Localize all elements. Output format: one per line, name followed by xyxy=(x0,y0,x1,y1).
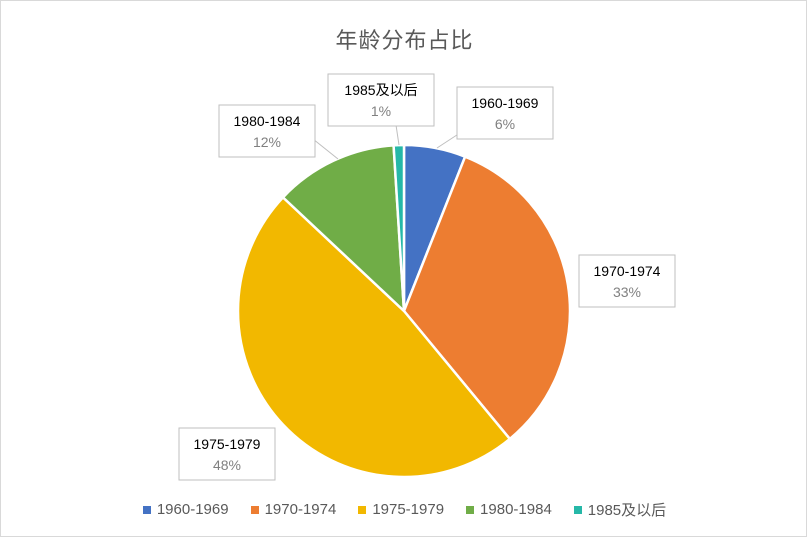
callout-1: 1960-1969 6% xyxy=(436,86,554,149)
data-callouts: 1960-1969 6% 1970-1974 33% 1975-1979 48% 1980-… xyxy=(178,73,676,481)
pie-slice-2 xyxy=(402,155,572,441)
callout-3: 1975-1979 48% xyxy=(178,427,276,481)
callout-percent-label: 1% xyxy=(371,103,391,119)
callout-percent-label: 12% xyxy=(253,134,281,150)
pie-slice-4 xyxy=(281,144,406,313)
legend-item: 1985及以后 xyxy=(573,499,667,520)
legend-item: 1970-1974 xyxy=(250,499,337,520)
legend-swatch xyxy=(358,505,367,514)
callout-box xyxy=(456,86,554,140)
callout-category-label: 1960-1969 xyxy=(472,95,539,111)
callout-percent-label: 6% xyxy=(495,116,515,132)
callout-category-label: 1970-1974 xyxy=(594,263,661,279)
leader-line xyxy=(395,124,400,146)
callout-percent-label: 33% xyxy=(613,284,641,300)
pie-slices xyxy=(236,143,572,479)
legend-swatch xyxy=(573,505,582,514)
legend-label: 1970-1974 xyxy=(264,501,337,518)
legend-label: 1960-1969 xyxy=(156,501,229,518)
legend-label: 1980-1984 xyxy=(480,501,552,518)
callout-4: 1980-1984 12% xyxy=(218,104,339,160)
callout-2: 1970-1974 33% xyxy=(578,254,676,308)
chart-title: 年龄分布占比 xyxy=(335,29,474,54)
callout-category-label: 1980-1984 xyxy=(234,113,301,129)
pie-slice-3 xyxy=(236,196,512,479)
pie-slice-5 xyxy=(392,143,406,313)
legend-swatch xyxy=(142,505,151,514)
callout-category-label: 1985及以后 xyxy=(344,82,417,98)
legend-label: 1985及以后 xyxy=(587,502,667,519)
legend-item: 1980-1984 xyxy=(466,499,552,520)
legend-swatch xyxy=(250,505,259,514)
callout-box xyxy=(218,104,316,158)
callout-box xyxy=(327,73,435,127)
callout-5: 1985及以后 1% xyxy=(327,73,435,146)
legend: 1960-1969 1970-1974 1975-1979 1980-1984 1985… xyxy=(1,499,806,520)
legend-label: 1975-1979 xyxy=(372,501,445,518)
callout-percent-label: 48% xyxy=(213,457,241,473)
callout-box xyxy=(178,427,276,481)
leader-line xyxy=(312,138,339,160)
callout-category-label: 1975-1979 xyxy=(194,436,261,452)
legend-item: 1975-1979 xyxy=(358,499,444,520)
callout-box xyxy=(578,254,676,308)
legend-item: 1960-1969 xyxy=(142,499,229,520)
legend-swatch xyxy=(466,505,475,514)
